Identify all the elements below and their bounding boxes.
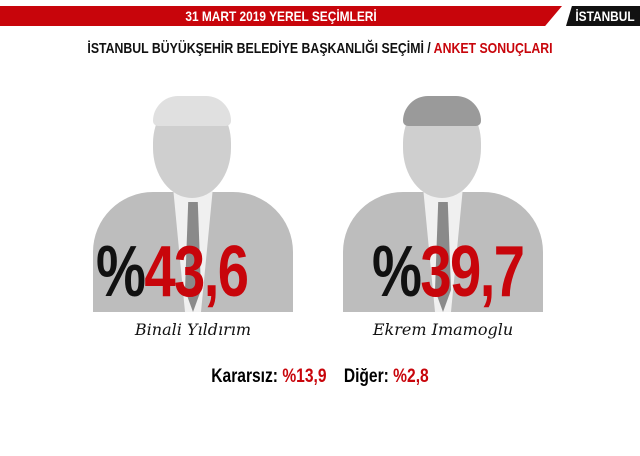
other-label: Diğer: [343, 366, 389, 387]
header-banner [0, 6, 562, 26]
candidate-2-name: Ekrem Imamoglu [372, 320, 514, 339]
subtitle-main: İSTANBUL BÜYÜKŞEHİR BELEDİYE BAŞKANLIĞI … [87, 40, 431, 57]
candidate-1-percent: %43,6 [96, 232, 249, 312]
percent-sign: % [96, 232, 146, 312]
candidate-1-name: Binali Yıldırım [134, 320, 252, 339]
undecided-value: %13,9 [282, 366, 327, 387]
header-title: 31 MART 2019 YEREL SEÇİMLERİ [185, 8, 377, 24]
percent-value: 39,7 [420, 232, 525, 312]
city-tag [566, 6, 640, 26]
candidate-photo-1 [93, 88, 293, 312]
other-results: Kararsız: %13,9 Diğer: %2,8 [58, 366, 583, 388]
undecided-label: Kararsız: [211, 366, 278, 387]
page-subtitle: İSTANBUL BÜYÜKŞEHİR BELEDİYE BAŞKANLIĞI … [58, 40, 583, 57]
percent-value: 43,6 [144, 232, 249, 312]
other-value: %2,8 [393, 366, 429, 387]
city-tag-label: İSTANBUL [575, 8, 635, 24]
subtitle-highlight: ANKET SONUÇLARI [433, 40, 553, 57]
percent-sign: % [372, 232, 422, 312]
candidate-photo-2 [343, 88, 543, 312]
candidate-2-percent: %39,7 [372, 232, 525, 312]
